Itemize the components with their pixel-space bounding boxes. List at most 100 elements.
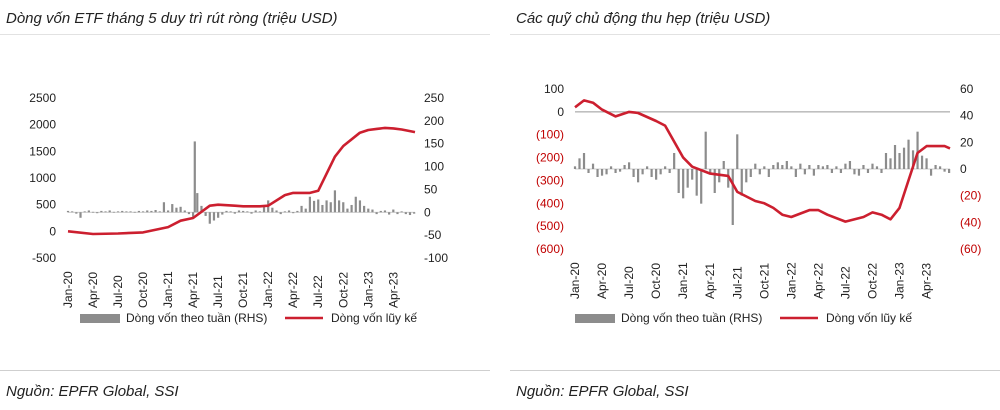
etf-flow-chart: 25002000150010005000-500250200150100500-…: [29, 91, 448, 325]
x-tick-label: Jan-21: [161, 271, 175, 308]
weekly-flow-bar: [740, 169, 743, 196]
weekly-flow-bar: [862, 165, 865, 169]
weekly-flow-bar: [100, 210, 103, 213]
weekly-flow-bar: [217, 212, 220, 218]
weekly-flow-bar: [866, 169, 870, 173]
weekly-flow-bar: [141, 211, 145, 213]
weekly-flow-bar: [413, 212, 416, 214]
weekly-flow-bar: [325, 200, 328, 213]
weekly-flow-bar: [233, 212, 236, 214]
y-left-tick-label: 0: [49, 224, 56, 238]
weekly-flow-bar: [137, 210, 141, 213]
weekly-flow-bar: [158, 211, 161, 213]
weekly-flow-bar: [208, 212, 211, 224]
weekly-flow-bar: [839, 169, 843, 173]
weekly-flow-bar: [154, 210, 157, 213]
weekly-flow-bar: [704, 131, 707, 169]
weekly-flow-bar: [929, 169, 933, 176]
y-right-tick-label: 60: [960, 82, 974, 96]
weekly-flow-bar: [242, 210, 245, 213]
active-funds-chart: 100 0 (100) (200) (300) (400) (500) (600) 60 40 20…: [536, 82, 981, 325]
weekly-flow-bar: [835, 166, 838, 169]
weekly-flow-bar: [296, 210, 299, 213]
y-right-tick-label: 50: [424, 182, 438, 196]
weekly-flow-bar: [258, 211, 261, 213]
y-right-tick-label: -100: [424, 251, 448, 265]
x-tick-label: Oct-20: [136, 272, 150, 308]
weekly-flow-bar: [271, 207, 274, 213]
weekly-flow-bar: [826, 165, 829, 169]
weekly-flow-bar: [275, 210, 278, 213]
weekly-flow-bar: [358, 200, 362, 213]
weekly-flow-bar: [129, 211, 132, 213]
weekly-flow-bar: [363, 205, 366, 213]
weekly-flow-bar: [162, 202, 166, 213]
weekly-flow-bar: [379, 210, 382, 213]
weekly-flow-bar: [655, 169, 658, 180]
x-tick-label: Jul-20: [622, 266, 636, 299]
weekly-flow-bar: [312, 200, 316, 213]
weekly-flow-bar: [392, 209, 395, 213]
divider: [0, 370, 490, 371]
legend-line-label: Dòng vốn lũy kế: [826, 311, 912, 325]
weekly-flow-bar: [204, 212, 207, 216]
divider: [510, 370, 1000, 371]
weekly-flow-bar: [573, 166, 577, 169]
weekly-flow-bar: [911, 150, 915, 169]
weekly-flow-bar: [388, 212, 391, 215]
weekly-flow-bar: [582, 153, 586, 169]
weekly-flow-bar: [400, 211, 403, 213]
chart-source: Nguồn: EPFR Global, SSI: [516, 383, 689, 400]
x-tick-label: Jan-20: [568, 262, 582, 299]
weekly-flow-bar: [396, 212, 399, 215]
weekly-flow-bar: [333, 190, 337, 213]
weekly-flow-bar: [668, 169, 671, 173]
weekly-flow-bar: [637, 169, 640, 183]
weekly-flow-bar: [943, 169, 946, 172]
weekly-flow-bar: [884, 153, 888, 169]
weekly-flow-bar: [321, 204, 324, 213]
y-right-tick-label: 250: [424, 91, 444, 105]
legend-bar-swatch: [575, 314, 615, 323]
weekly-flow-bar: [893, 145, 897, 169]
weekly-flow-bar: [853, 169, 856, 175]
weekly-flow-bar: [596, 169, 599, 177]
x-tick-label: Oct-22: [865, 263, 879, 299]
weekly-flow-bar: [212, 212, 216, 221]
weekly-flow-bar: [104, 211, 107, 213]
y-left-tick-label: 100: [544, 82, 564, 96]
weekly-flow-bar: [283, 211, 286, 213]
weekly-flow-bar: [731, 169, 734, 225]
weekly-flow-bar: [781, 165, 784, 169]
weekly-flow-bar: [673, 153, 676, 169]
weekly-flow-bar: [902, 147, 906, 169]
y-left-tick-label: 2000: [29, 118, 56, 132]
weekly-flow-bar: [304, 208, 307, 213]
weekly-flow-bar: [609, 166, 613, 169]
weekly-flow-bar: [179, 206, 182, 213]
weekly-flow-bar: [337, 200, 341, 213]
weekly-flow-bar: [591, 163, 595, 169]
divider: [510, 34, 1000, 35]
chart-panel-etf: Dòng vốn ETF tháng 5 duy trì rút ròng (t…: [0, 0, 490, 410]
y-right-tick-label: (60): [960, 242, 981, 256]
y-right-tick-label: 0: [424, 205, 431, 219]
weekly-flow-bar: [329, 202, 332, 213]
weekly-flow-bar: [196, 193, 199, 213]
weekly-flow-bar: [587, 169, 590, 173]
x-tick-label: Oct-20: [649, 263, 663, 299]
x-tick-label: Jan-22: [261, 271, 275, 308]
weekly-flow-bar: [221, 212, 224, 215]
weekly-flow-bar: [799, 163, 802, 169]
weekly-flow-bar: [745, 169, 748, 183]
chart-panel-active-funds: Các quỹ chủ động thu hẹp (triệu USD) 100…: [510, 0, 1000, 410]
weekly-flow-bar: [262, 205, 266, 213]
weekly-flow-bar: [614, 169, 617, 173]
x-tick-label: Jan-23: [893, 262, 907, 299]
weekly-flow-bar: [237, 210, 241, 213]
weekly-flow-bar: [91, 211, 95, 213]
weekly-flow-bar: [898, 153, 901, 169]
weekly-flow-bar: [880, 169, 883, 173]
y-right-tick-label: 200: [424, 114, 444, 128]
weekly-flow-bar: [709, 169, 712, 175]
